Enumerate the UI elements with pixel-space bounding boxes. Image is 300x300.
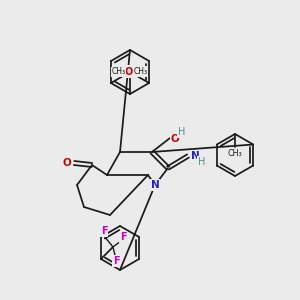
Text: O: O <box>63 158 71 168</box>
Text: CH₃: CH₃ <box>228 148 242 158</box>
Text: F: F <box>112 256 119 266</box>
Text: H: H <box>178 127 186 137</box>
Text: F: F <box>120 232 126 242</box>
Text: O: O <box>124 67 133 77</box>
Text: O: O <box>128 67 136 77</box>
Text: CH₃: CH₃ <box>111 68 125 76</box>
Text: O: O <box>127 66 135 76</box>
Text: F: F <box>100 226 107 236</box>
Text: N: N <box>190 151 200 161</box>
Text: CH₃: CH₃ <box>134 68 148 76</box>
Text: H: H <box>198 157 206 167</box>
Text: O: O <box>171 134 179 144</box>
Text: CH₃: CH₃ <box>132 67 146 76</box>
Text: N: N <box>151 180 159 190</box>
